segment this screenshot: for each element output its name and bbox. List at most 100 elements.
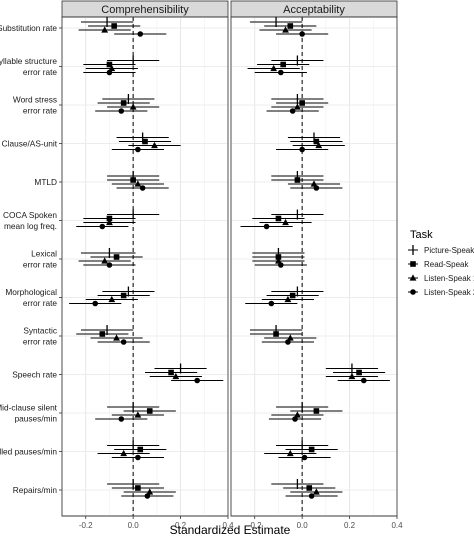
- legend-title: Task: [410, 229, 433, 241]
- point-estimate: [108, 295, 116, 303]
- x-tick-label: -0.2: [248, 521, 262, 530]
- point-estimate: [99, 223, 106, 230]
- series-read-speak: [249, 23, 386, 491]
- point-estimate: [270, 64, 278, 72]
- point-estimate: [118, 416, 125, 422]
- legend-entry-listen-speak-1: Listen-Speak 1: [408, 274, 474, 283]
- y-tick-label-line: error rate: [23, 298, 58, 308]
- panels-layer: Comprehensibility Acceptability: [61, 0, 398, 517]
- panel-frame: [61, 16, 229, 517]
- series-read-speak: [76, 23, 198, 491]
- legend-label: Read-Speak: [424, 260, 469, 269]
- point-estimate: [275, 254, 282, 260]
- point-estimate: [135, 485, 141, 491]
- point-estimate: [294, 177, 301, 183]
- point-estimate: [294, 103, 301, 110]
- panel-background: [61, 16, 229, 517]
- x-axis-title: Standardized Estimate: [170, 523, 291, 537]
- point-estimate: [308, 493, 315, 499]
- x-tick-label: 0.2: [344, 521, 356, 530]
- point-estimate: [312, 488, 320, 495]
- point-estimate: [299, 146, 305, 153]
- point-estimate: [313, 185, 320, 191]
- point-estimate: [137, 446, 144, 453]
- point-estimate: [315, 141, 323, 149]
- series-listen-speak-1: [78, 26, 202, 495]
- y-tick-label-line: Morphological: [5, 287, 57, 297]
- point-estimate: [286, 334, 294, 341]
- panel-background: [230, 16, 398, 517]
- y-tick-label-line: Speech rate: [12, 370, 57, 380]
- point-estimate: [268, 300, 275, 307]
- point-estimate: [289, 108, 296, 114]
- legend: Task Picture-Speak Read-Speak Listen-Speak…: [408, 229, 474, 297]
- point-estimate: [278, 69, 284, 76]
- point-estimate: [142, 138, 148, 145]
- point-estimate: [118, 108, 125, 114]
- y-tick-label-line: error rate: [23, 67, 58, 77]
- point-estimate: [308, 446, 315, 453]
- series-listen-speak-2: [69, 31, 224, 499]
- y-tick-label: Mid-clause silent pauses/min: [0, 403, 58, 424]
- series-listen-speak-2: [240, 31, 390, 499]
- y-tick-label: Syntactic error rate: [23, 326, 58, 347]
- point-estimate: [299, 100, 305, 106]
- point-estimate: [135, 146, 141, 153]
- point-estimate: [120, 339, 127, 345]
- point-estimate: [292, 416, 298, 422]
- y-tick-label-line: Syllable structure: [0, 56, 57, 66]
- point-estimate: [282, 26, 289, 33]
- point-estimate: [275, 215, 282, 222]
- point-estimate: [106, 218, 113, 226]
- panel-comprehensibility: Comprehensibility: [61, 0, 229, 517]
- y-tick-label: Substitution rate: [0, 23, 57, 33]
- panel-acceptability: Acceptability: [230, 0, 398, 517]
- point-estimate: [301, 454, 308, 461]
- y-tick-label-line: error rate: [23, 337, 58, 347]
- point-estimate: [306, 485, 313, 491]
- point-estimate: [299, 31, 305, 37]
- legend-entry-picture-speak: Picture-Speak: [408, 245, 474, 255]
- y-tick-label: Filled pauses/min: [0, 447, 57, 457]
- legend-label: Listen-Speak 1: [424, 274, 474, 283]
- point-estimate: [310, 180, 318, 187]
- panel-title: Acceptability: [283, 4, 345, 16]
- legend-key-marker: [409, 274, 417, 281]
- point-estimate: [361, 377, 367, 384]
- point-estimate: [129, 103, 137, 110]
- y-tick-label: Morphological error rate: [5, 287, 57, 308]
- point-estimate: [172, 372, 180, 380]
- x-tick-label: 0.0: [297, 521, 309, 530]
- point-estimate: [134, 180, 142, 187]
- point-estimate: [313, 138, 320, 145]
- y-tick-label-line: Lexical: [31, 249, 57, 259]
- point-estimate: [137, 31, 144, 37]
- point-estimate: [263, 223, 270, 230]
- y-tick-label-line: Repairs/min: [13, 485, 58, 495]
- x-tick-label: 0.0: [128, 521, 140, 530]
- point-estimate: [284, 295, 292, 303]
- y-tick-label: Repairs/min: [13, 485, 58, 495]
- y-tick-label-line: Mid-clause silent: [0, 403, 58, 413]
- series-picture-speak: [80, 17, 207, 489]
- legend-label: Listen-Speak 2: [424, 288, 474, 297]
- point-estimate: [286, 449, 294, 457]
- y-tick-label-line: pauses/min: [15, 414, 58, 424]
- point-estimate: [106, 262, 113, 268]
- point-estimate: [146, 488, 154, 495]
- point-estimate: [106, 215, 113, 222]
- legend-label: Picture-Speak: [424, 246, 474, 255]
- point-estimate: [313, 408, 320, 414]
- point-estimate: [278, 262, 284, 268]
- point-estimate: [101, 26, 109, 33]
- y-tick-label-line: error rate: [23, 260, 58, 270]
- y-tick-label-line: mean log freq.: [4, 221, 57, 231]
- point-estimate: [144, 493, 151, 499]
- x-tick-label: 0.2: [175, 521, 187, 530]
- point-estimate: [285, 339, 291, 345]
- point-estimate: [151, 141, 158, 149]
- legend-key-marker: [410, 261, 416, 267]
- y-tick-label: COCA Spoken mean log freq.: [3, 210, 57, 231]
